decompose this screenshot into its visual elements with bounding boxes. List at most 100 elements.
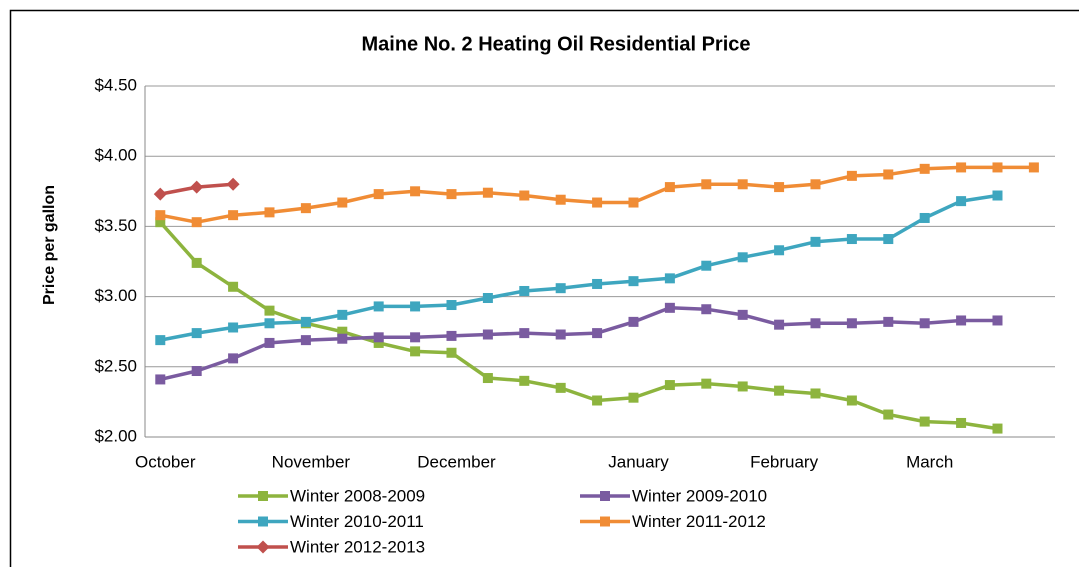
y-axis-label: Price per gallon [41,185,58,305]
point-marker [919,163,930,174]
point-marker [155,374,166,385]
point-marker [482,187,493,198]
point-marker [737,252,748,263]
point-marker [155,217,166,228]
point-marker [264,318,275,329]
point-marker [956,315,967,326]
point-marker [519,285,530,296]
y-tick-label: $2.00 [94,426,137,445]
point-marker [846,395,857,406]
y-tick-label: $4.50 [94,75,137,94]
point-marker [701,304,712,315]
legend-label: Winter 2012-2013 [290,537,425,556]
point-marker [446,330,457,341]
point-marker [519,375,530,386]
legend-label: Winter 2008-2009 [290,486,425,505]
point-marker [555,382,566,393]
point-marker [774,245,785,256]
x-tick-label: March [906,452,953,471]
point-marker [592,197,603,208]
y-tick-label: $2.50 [94,356,137,375]
point-marker [482,373,493,384]
point-marker [153,187,167,201]
legend-label: Winter 2011-2012 [632,512,766,531]
point-marker [810,388,821,399]
point-marker [519,190,530,201]
series-line [159,306,998,382]
point-marker [373,332,384,343]
point-marker [410,301,421,312]
point-marker [264,207,275,218]
point-marker [956,417,967,428]
point-marker [810,179,821,190]
point-marker [300,203,311,214]
y-tick-label: $3.00 [94,286,137,305]
x-tick-label: January [608,452,669,471]
point-marker [191,257,202,268]
point-marker [228,322,239,333]
point-marker [992,162,1003,173]
point-marker [628,197,639,208]
point-marker [883,234,894,245]
point-marker [664,380,675,391]
point-marker [337,333,348,344]
point-marker [373,189,384,200]
point-marker [228,281,239,292]
x-tick-label: November [272,452,351,471]
point-marker [919,318,930,329]
point-marker [555,283,566,294]
point-marker [600,491,610,501]
point-marker [600,516,610,527]
point-marker [258,491,268,501]
point-marker [482,293,493,304]
point-marker [701,179,712,190]
point-marker [992,423,1003,434]
point-marker [919,212,930,223]
point-marker [992,315,1003,326]
point-marker [628,392,639,403]
point-marker [264,337,275,348]
point-marker [628,316,639,327]
point-marker [737,381,748,392]
point-marker [228,353,239,364]
y-tick-label: $4.00 [94,146,137,165]
point-marker [737,179,748,190]
point-marker [1028,162,1039,173]
point-marker [191,366,202,377]
point-marker [519,328,530,339]
point-marker [846,234,857,245]
point-marker [883,316,894,327]
point-marker [592,395,603,406]
point-marker [482,329,493,340]
chart-title: Maine No. 2 Heating Oil Residential Pric… [362,33,751,55]
point-marker [555,194,566,205]
point-marker [956,162,967,173]
point-marker [846,318,857,329]
point-marker [446,189,457,200]
point-marker [846,170,857,181]
x-tick-label: February [750,452,819,471]
point-marker [410,186,421,197]
point-marker [258,516,268,527]
point-marker [992,190,1003,201]
point-marker [337,197,348,208]
point-marker [256,540,270,554]
point-marker [555,329,566,340]
point-marker [664,302,675,313]
point-marker [664,273,675,284]
point-marker [373,301,384,312]
point-marker [264,305,275,316]
point-marker [774,182,785,193]
point-marker [701,378,712,389]
series-line [159,193,998,342]
point-marker [337,309,348,320]
point-marker [300,335,311,346]
point-marker [592,278,603,289]
x-tick-label: October [135,452,196,471]
legend-label: Winter 2009-2010 [632,486,767,505]
point-marker [592,328,603,339]
legend-label: Winter 2010-2011 [290,512,424,531]
point-marker [155,335,166,346]
point-marker [628,276,639,287]
point-marker [337,326,348,337]
